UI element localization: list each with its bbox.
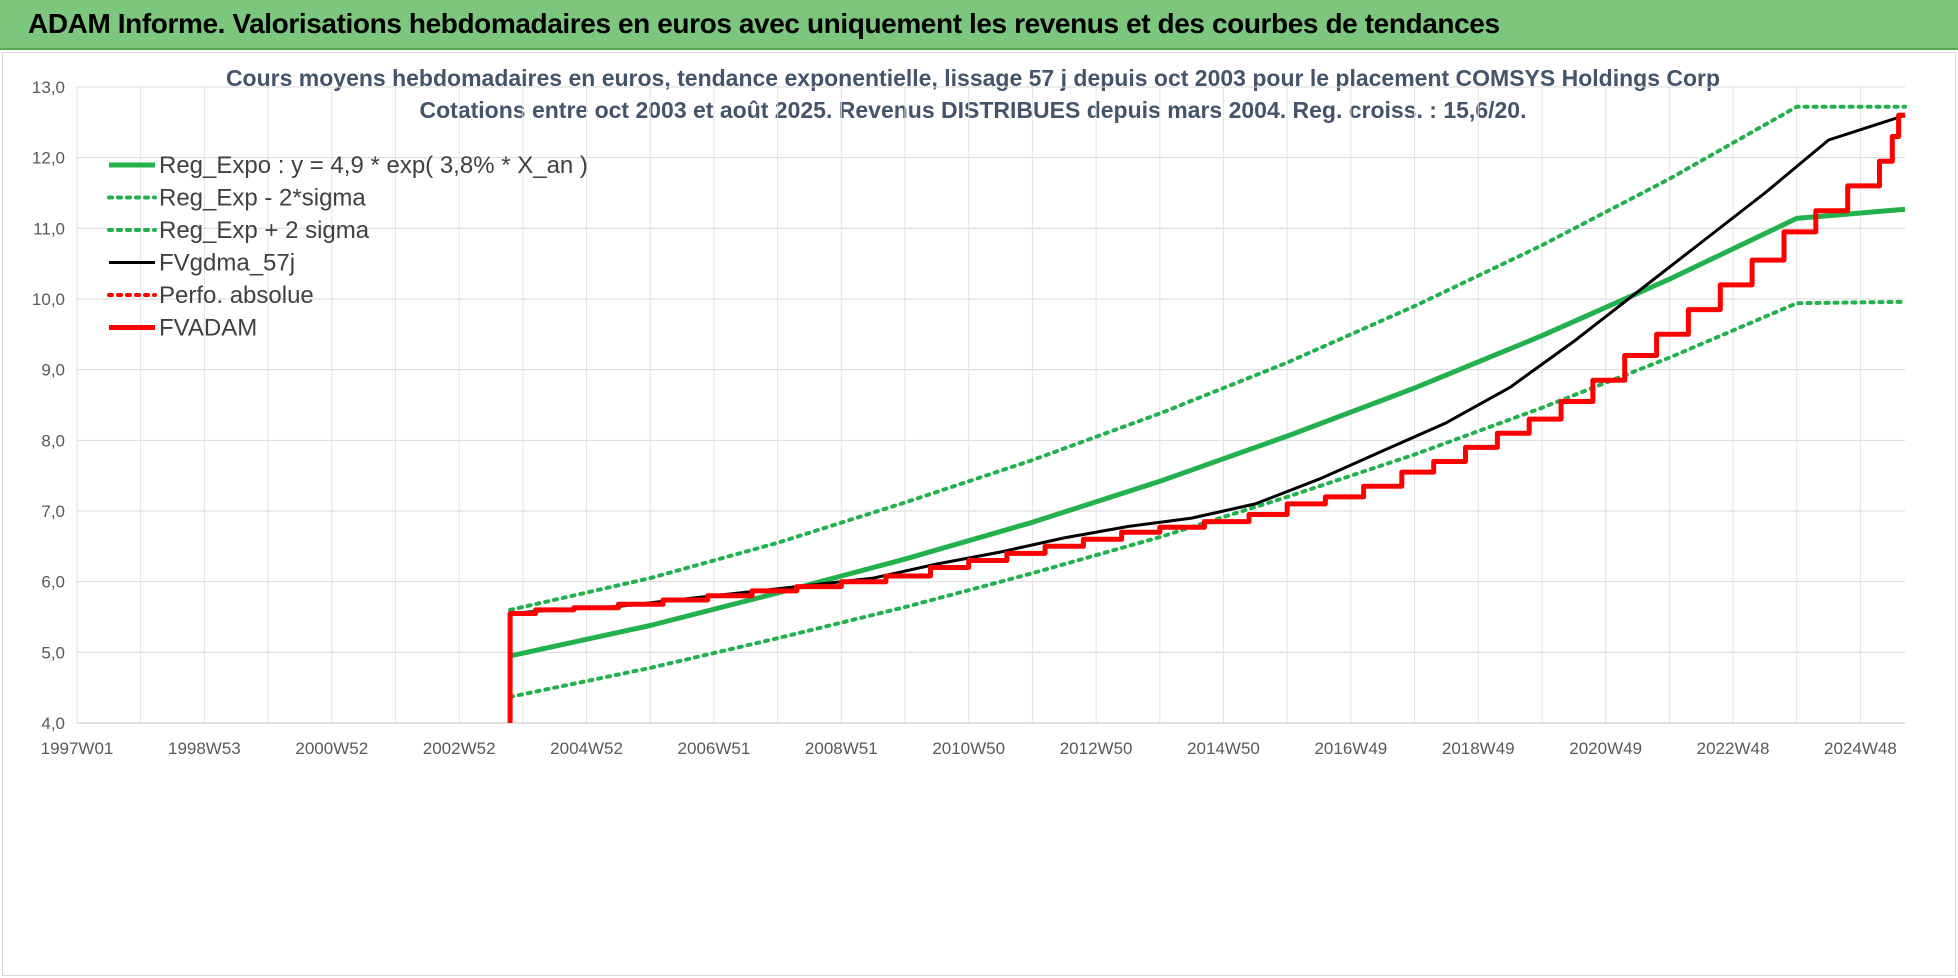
x-tick-label: 2012W50 (1060, 739, 1133, 758)
legend-label: Reg_Exp - 2*sigma (159, 185, 366, 212)
x-tick-label: 2020W49 (1569, 739, 1642, 758)
series-line-3 (509, 113, 1906, 615)
y-tick-label: 4,0 (41, 714, 65, 733)
x-tick-label: 2002W52 (423, 739, 496, 758)
x-tick-label: 2014W50 (1187, 739, 1260, 758)
y-tick-label: 6,0 (41, 573, 65, 592)
x-tick-label: 2006W51 (678, 739, 751, 758)
series-line-5 (507, 112, 1905, 723)
y-tick-label: 13,0 (32, 78, 65, 97)
y-tick-label: 7,0 (41, 502, 65, 521)
legend-label: Perfo. absolue (159, 282, 314, 309)
grid-lines (76, 86, 1905, 724)
y-tick-label: 5,0 (41, 643, 65, 662)
x-tick-label: 1997W01 (41, 739, 114, 758)
series-lines (507, 104, 1907, 723)
legend-label: FVgdma_57j (159, 250, 295, 277)
x-tick-label: 1998W53 (168, 739, 241, 758)
x-tick-label: 2000W52 (295, 739, 368, 758)
x-tick-label: 2018W49 (1442, 739, 1515, 758)
series-line-2 (508, 104, 1907, 612)
report-header: ADAM Informe. Valorisations hebdomadaire… (0, 0, 1958, 50)
x-tick-label: 2016W49 (1314, 739, 1387, 758)
legend-label: Reg_Expo : y = 4,9 * exp( 3,8% * X_an ) (159, 152, 588, 179)
legend: Reg_Expo : y = 4,9 * exp( 3,8% * X_an ) R… (107, 152, 588, 342)
y-tick-label: 11,0 (33, 219, 65, 238)
x-tick-label: 2024W48 (1824, 739, 1897, 758)
chart-area: Cours moyens hebdomadaires en euros, ten… (2, 52, 1956, 976)
legend-label: Reg_Exp + 2 sigma (159, 217, 370, 244)
x-axis: 1997W01 1998W53 2000W52 2002W52 2004W52 2006W… (41, 739, 1897, 758)
y-tick-label: 9,0 (41, 361, 65, 380)
x-tick-label: 2010W50 (932, 739, 1005, 758)
chart-svg: Cours moyens hebdomadaires en euros, ten… (32, 65, 1907, 758)
series-line-1 (508, 299, 1907, 699)
y-tick-label: 8,0 (41, 431, 65, 450)
x-tick-label: 2022W48 (1697, 739, 1770, 758)
y-axis: 4,0 5,0 6,0 7,0 8,0 9,0 10,0 11,0 12,0 13,0 (32, 78, 65, 733)
series-line-0 (509, 206, 1906, 659)
x-tick-label: 2004W52 (550, 739, 623, 758)
chart-subtitle: Cotations entre oct 2003 et août 2025. R… (420, 97, 1527, 123)
y-tick-label: 10,0 (32, 290, 65, 309)
y-tick-label: 12,0 (32, 149, 65, 168)
x-tick-label: 2008W51 (805, 739, 878, 758)
report-title: ADAM Informe. Valorisations hebdomadaire… (28, 8, 1500, 39)
legend-label: FVADAM (159, 315, 257, 342)
